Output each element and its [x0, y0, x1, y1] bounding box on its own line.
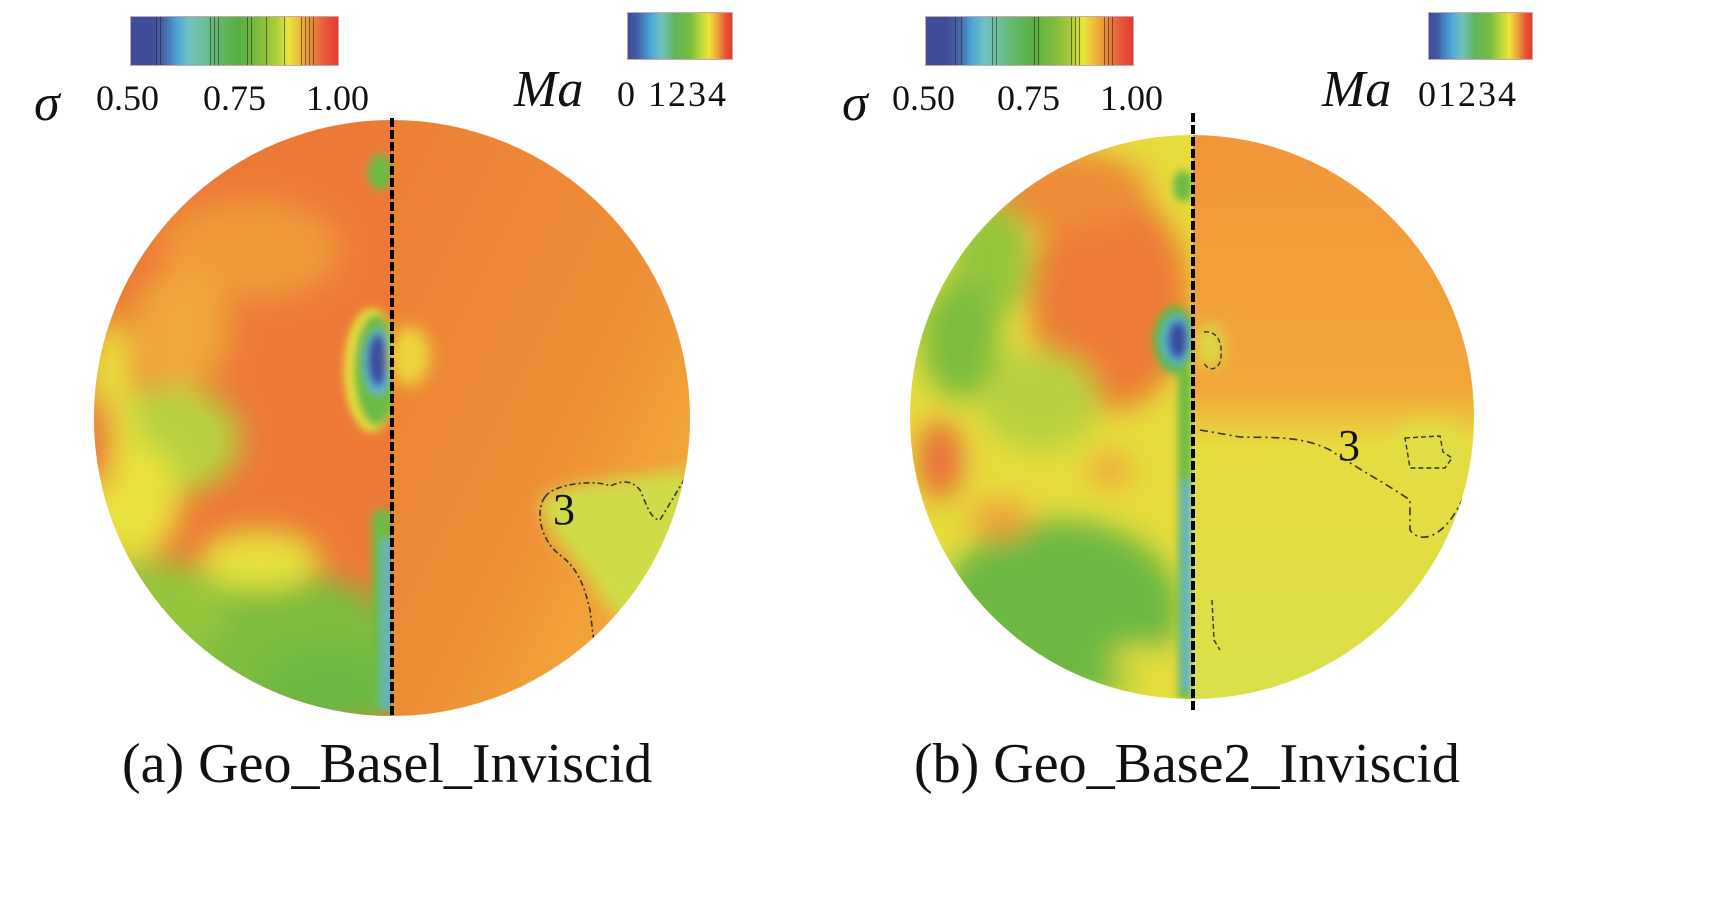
sigma-tick-a-0: 0.50 — [96, 78, 159, 118]
mach-field-b — [1193, 135, 1474, 699]
ma-tick-b-1: 1 — [1438, 74, 1458, 114]
ma-tick-b-3: 3 — [1478, 74, 1498, 114]
ma-colorbar-b — [1428, 12, 1533, 60]
ma-symbol-a: Ma — [514, 61, 584, 118]
caption-a: (a) Geo_Basel_Inviscid — [122, 733, 653, 795]
mach-field-a — [392, 120, 690, 716]
sigma-tick-a-1: 0.75 — [203, 78, 266, 118]
sigma-tick-b-0: 0.50 — [892, 78, 955, 118]
ma-tick-b-4: 4 — [1498, 74, 1518, 114]
ma-ticks-a: 0 1234 — [617, 76, 728, 112]
mach-3-contour-b — [1199, 429, 1471, 538]
ma-ticks-b: 01234 — [1418, 76, 1518, 112]
sigma-colorbar-a — [130, 16, 339, 66]
ma-tick-a-4: 4 — [708, 74, 728, 114]
contour-label-b: 3 — [1338, 421, 1360, 470]
panel-a-field — [94, 120, 690, 716]
ma-colorbar-a — [627, 12, 733, 60]
sigma-symbol-a: σ — [34, 75, 60, 132]
mach-3-contour-a — [544, 469, 690, 521]
ma-symbol-b: Ma — [1322, 61, 1392, 118]
ma-tick-b-2: 2 — [1458, 74, 1478, 114]
contour-label-a: 3 — [553, 485, 575, 534]
caption-b: (b) Geo_Base2_Inviscid — [914, 733, 1460, 795]
ma-tick-a-3: 3 — [688, 74, 708, 114]
ma-tick-b-0: 0 — [1418, 74, 1438, 114]
sigma-tick-b-1: 0.75 — [997, 78, 1060, 118]
ma-tick-a-0: 0 — [617, 74, 637, 114]
sigma-tick-a-2: 1.00 — [306, 78, 369, 118]
ma-tick-a-1: 1 — [648, 74, 668, 114]
ma-tick-a-2: 2 — [668, 74, 688, 114]
sigma-colorbar-b — [925, 16, 1134, 66]
sigma-tick-b-2: 1.00 — [1100, 78, 1163, 118]
sigma-symbol-b: σ — [842, 75, 868, 132]
